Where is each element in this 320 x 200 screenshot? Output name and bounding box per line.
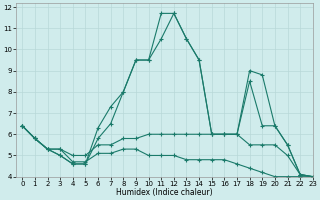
X-axis label: Humidex (Indice chaleur): Humidex (Indice chaleur) — [116, 188, 213, 197]
